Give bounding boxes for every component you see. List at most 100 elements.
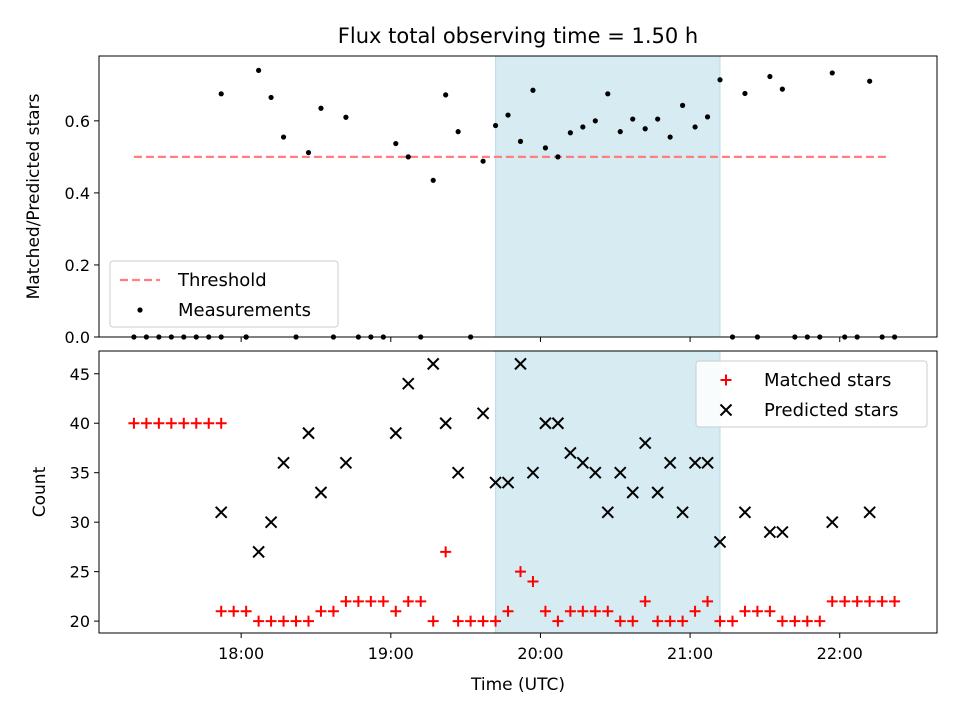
data-point <box>789 615 801 627</box>
data-point <box>128 417 140 429</box>
data-point <box>315 605 327 617</box>
series-predicted-stars <box>215 357 876 559</box>
series-matched-stars <box>128 417 901 627</box>
chart-title: Flux total observing time = 1.50 h <box>338 24 698 48</box>
data-point <box>455 129 461 135</box>
data-point <box>539 605 551 617</box>
data-point <box>776 525 789 539</box>
data-point <box>517 138 524 144</box>
y-tick-label: 0.0 <box>65 328 90 347</box>
data-point <box>664 615 676 627</box>
data-point <box>826 595 838 607</box>
data-point <box>165 417 177 429</box>
data-point <box>867 78 873 84</box>
data-point <box>589 466 602 479</box>
data-point <box>555 154 561 160</box>
data-point <box>739 605 751 617</box>
data-point <box>767 73 773 80</box>
data-point <box>343 114 349 120</box>
data-point <box>178 417 190 429</box>
data-point <box>390 605 402 617</box>
x-tick-label: 20:00 <box>517 644 563 663</box>
x-tick-label: 18:00 <box>218 644 264 663</box>
data-point <box>489 476 502 489</box>
data-point <box>717 77 723 83</box>
data-point <box>215 417 227 429</box>
data-point <box>889 595 901 607</box>
data-point <box>215 506 228 519</box>
data-point <box>280 134 287 140</box>
data-point <box>314 486 328 499</box>
y-tick-label: 30 <box>70 513 90 532</box>
data-point <box>638 436 652 450</box>
data-point <box>742 90 748 97</box>
data-point <box>564 446 577 460</box>
data-point <box>567 130 573 136</box>
data-point <box>617 129 623 135</box>
data-point <box>415 595 427 607</box>
data-point <box>667 134 673 140</box>
legend-label: Measurements <box>178 300 311 321</box>
data-point <box>426 357 440 371</box>
legend: Threshold Measurements <box>109 260 339 328</box>
data-point <box>514 357 527 371</box>
data-point <box>256 67 262 74</box>
bottom-panel: 20 25 30 35 40 45 18:00 19:00 20:00 21:00 22:00 Cou… <box>30 350 938 663</box>
data-point <box>465 615 477 627</box>
data-point <box>527 576 539 588</box>
data-point <box>477 615 489 627</box>
data-point <box>327 605 339 617</box>
data-point <box>602 605 614 617</box>
data-point <box>779 86 785 92</box>
legend-label: Predicted stars <box>764 400 898 421</box>
data-point <box>714 615 726 627</box>
data-point <box>443 92 449 98</box>
data-point <box>252 545 265 559</box>
data-point <box>642 126 648 132</box>
y-tick-label: 40 <box>70 414 90 433</box>
data-point <box>663 456 677 470</box>
data-point <box>688 456 702 470</box>
data-point <box>751 605 763 617</box>
axes-frame <box>98 55 938 338</box>
data-point <box>829 70 835 76</box>
data-point <box>614 615 626 627</box>
data-point <box>763 525 777 539</box>
data-point <box>427 615 439 627</box>
y-tick-label: 20 <box>70 612 90 631</box>
data-point <box>303 615 314 627</box>
data-point <box>614 466 627 479</box>
legend-marker-swatch <box>719 403 733 417</box>
data-point <box>405 154 411 160</box>
data-point <box>340 595 352 607</box>
data-point <box>704 114 711 120</box>
data-point <box>839 595 851 607</box>
data-point <box>651 486 664 499</box>
data-point <box>140 417 152 429</box>
data-point <box>605 91 611 97</box>
data-point <box>228 605 240 617</box>
data-point <box>240 605 252 617</box>
data-point <box>652 615 664 627</box>
data-point <box>530 87 536 93</box>
data-point <box>776 615 788 627</box>
data-point <box>676 506 689 519</box>
data-point <box>480 158 486 164</box>
legend-label: Threshold <box>177 270 267 291</box>
data-point <box>630 116 636 122</box>
data-point <box>655 116 661 122</box>
y-tick-label: 25 <box>70 563 90 582</box>
x-tick-label: 22:00 <box>817 644 863 663</box>
y-tick-label: 0.6 <box>65 112 90 131</box>
axes-frame <box>98 350 938 634</box>
data-point <box>339 456 353 470</box>
data-point <box>430 177 436 183</box>
data-point <box>627 615 639 627</box>
legend: Matched stars Predicted stars <box>695 360 928 428</box>
data-point <box>264 515 278 529</box>
data-point <box>826 515 839 529</box>
data-point <box>702 595 714 607</box>
data-point <box>402 595 414 607</box>
data-point <box>502 605 514 617</box>
